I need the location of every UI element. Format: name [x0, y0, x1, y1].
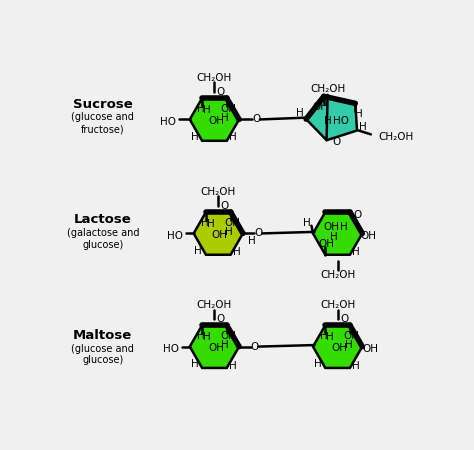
- Text: H: H: [248, 236, 256, 246]
- Polygon shape: [190, 98, 239, 141]
- Text: OH: OH: [319, 239, 335, 249]
- Text: CH₂OH: CH₂OH: [201, 187, 236, 197]
- Text: H: H: [191, 359, 198, 369]
- Text: OH: OH: [362, 344, 378, 354]
- Text: OH: OH: [220, 104, 237, 114]
- Text: H: H: [340, 222, 347, 232]
- Text: H: H: [355, 109, 362, 119]
- Text: (glucose and
glucose): (glucose and glucose): [72, 343, 134, 365]
- Text: O: O: [340, 314, 348, 324]
- Text: H: H: [197, 331, 204, 341]
- Text: H: H: [324, 116, 331, 126]
- Text: O: O: [250, 342, 259, 351]
- Text: (glucose and
fructose): (glucose and fructose): [72, 112, 134, 134]
- Text: O: O: [252, 114, 260, 125]
- Text: O: O: [353, 210, 361, 220]
- Text: OH: OH: [331, 343, 347, 353]
- Text: O: O: [254, 229, 263, 238]
- Text: OH: OH: [344, 331, 359, 341]
- Text: H: H: [194, 246, 202, 256]
- Polygon shape: [313, 212, 362, 255]
- Text: H: H: [320, 331, 328, 341]
- Polygon shape: [190, 325, 239, 368]
- Polygon shape: [194, 212, 243, 255]
- Text: H: H: [197, 104, 204, 114]
- Text: CH₂OH: CH₂OH: [320, 300, 355, 310]
- Text: Sucrose: Sucrose: [73, 98, 133, 111]
- Text: CH₂OH: CH₂OH: [310, 84, 345, 94]
- Text: OH: OH: [323, 222, 339, 232]
- Text: OH: OH: [212, 230, 228, 240]
- Text: H: H: [233, 248, 241, 257]
- Text: Maltose: Maltose: [73, 328, 132, 342]
- Text: H: H: [191, 132, 198, 142]
- Text: O: O: [217, 87, 225, 97]
- Text: OH: OH: [360, 231, 376, 241]
- Text: H: H: [359, 122, 367, 132]
- Text: CH₂OH: CH₂OH: [320, 270, 355, 280]
- Text: CH₂OH: CH₂OH: [197, 73, 232, 83]
- Text: H: H: [303, 218, 311, 228]
- Text: OH: OH: [208, 116, 224, 126]
- Text: OH: OH: [313, 102, 329, 112]
- Text: H: H: [203, 333, 210, 342]
- Text: HO: HO: [163, 344, 179, 354]
- Text: O: O: [220, 201, 229, 211]
- Text: OH: OH: [220, 331, 237, 341]
- Polygon shape: [306, 96, 357, 140]
- Text: HO: HO: [334, 116, 349, 126]
- Text: HO: HO: [167, 231, 183, 241]
- Text: H: H: [225, 227, 233, 237]
- Text: OH: OH: [208, 343, 224, 353]
- Text: H: H: [330, 232, 337, 242]
- Text: H: H: [229, 360, 237, 371]
- Text: H: H: [352, 248, 360, 257]
- Text: HO: HO: [160, 117, 176, 127]
- Text: H: H: [296, 108, 304, 118]
- Text: H: H: [201, 218, 208, 228]
- Polygon shape: [313, 325, 362, 368]
- Text: H: H: [345, 340, 352, 350]
- Text: H: H: [326, 333, 334, 342]
- Text: CH₂OH: CH₂OH: [197, 300, 232, 310]
- Text: H: H: [203, 105, 210, 115]
- Text: H: H: [352, 360, 360, 371]
- Text: OH: OH: [224, 218, 240, 228]
- Text: H: H: [229, 132, 237, 142]
- Text: O: O: [333, 137, 341, 147]
- Text: H: H: [221, 113, 229, 123]
- Text: H: H: [207, 219, 214, 229]
- Text: H: H: [314, 359, 321, 369]
- Text: O: O: [217, 314, 225, 324]
- Text: (galactose and
glucose): (galactose and glucose): [66, 228, 139, 250]
- Text: Lactose: Lactose: [74, 213, 132, 226]
- Text: CH₂OH: CH₂OH: [379, 132, 414, 142]
- Text: H: H: [221, 340, 229, 350]
